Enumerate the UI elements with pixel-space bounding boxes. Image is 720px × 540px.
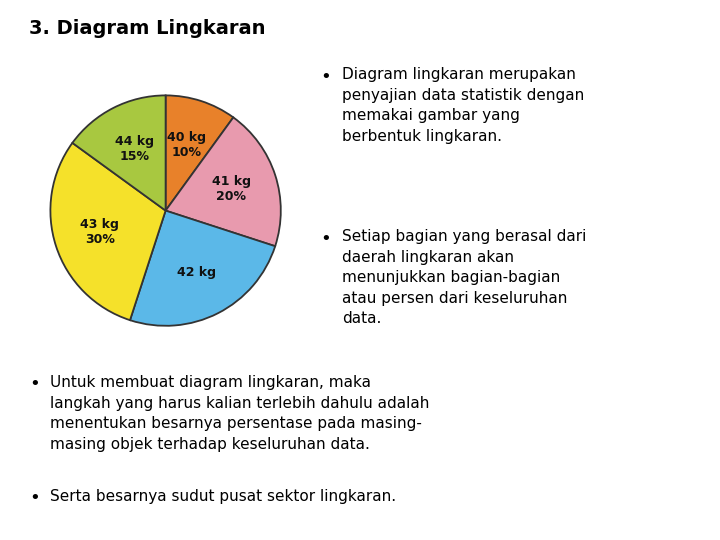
Text: 42 kg: 42 kg bbox=[177, 266, 217, 279]
Text: Untuk membuat diagram lingkaran, maka
langkah yang harus kalian terlebih dahulu : Untuk membuat diagram lingkaran, maka la… bbox=[50, 375, 430, 451]
Wedge shape bbox=[166, 96, 233, 211]
Text: Diagram lingkaran merupakan
penyajian data statistik dengan
memakai gambar yang
: Diagram lingkaran merupakan penyajian da… bbox=[342, 68, 584, 144]
Text: 40 kg
10%: 40 kg 10% bbox=[168, 131, 207, 159]
Text: •: • bbox=[29, 489, 40, 507]
Text: 43 kg
30%: 43 kg 30% bbox=[81, 218, 120, 246]
Text: •: • bbox=[320, 230, 331, 247]
Text: Setiap bagian yang berasal dari
daerah lingkaran akan
menunjukkan bagian-bagian
: Setiap bagian yang berasal dari daerah l… bbox=[342, 230, 586, 326]
Wedge shape bbox=[50, 143, 166, 320]
Text: Serta besarnya sudut pusat sektor lingkaran.: Serta besarnya sudut pusat sektor lingka… bbox=[50, 489, 397, 504]
Text: •: • bbox=[320, 68, 331, 85]
Text: 3. Diagram Lingkaran: 3. Diagram Lingkaran bbox=[29, 19, 265, 38]
Text: 44 kg
15%: 44 kg 15% bbox=[114, 135, 154, 163]
Wedge shape bbox=[73, 96, 166, 211]
Text: 41 kg
20%: 41 kg 20% bbox=[212, 176, 251, 203]
Text: •: • bbox=[29, 375, 40, 393]
Wedge shape bbox=[166, 117, 281, 246]
Wedge shape bbox=[130, 211, 275, 326]
